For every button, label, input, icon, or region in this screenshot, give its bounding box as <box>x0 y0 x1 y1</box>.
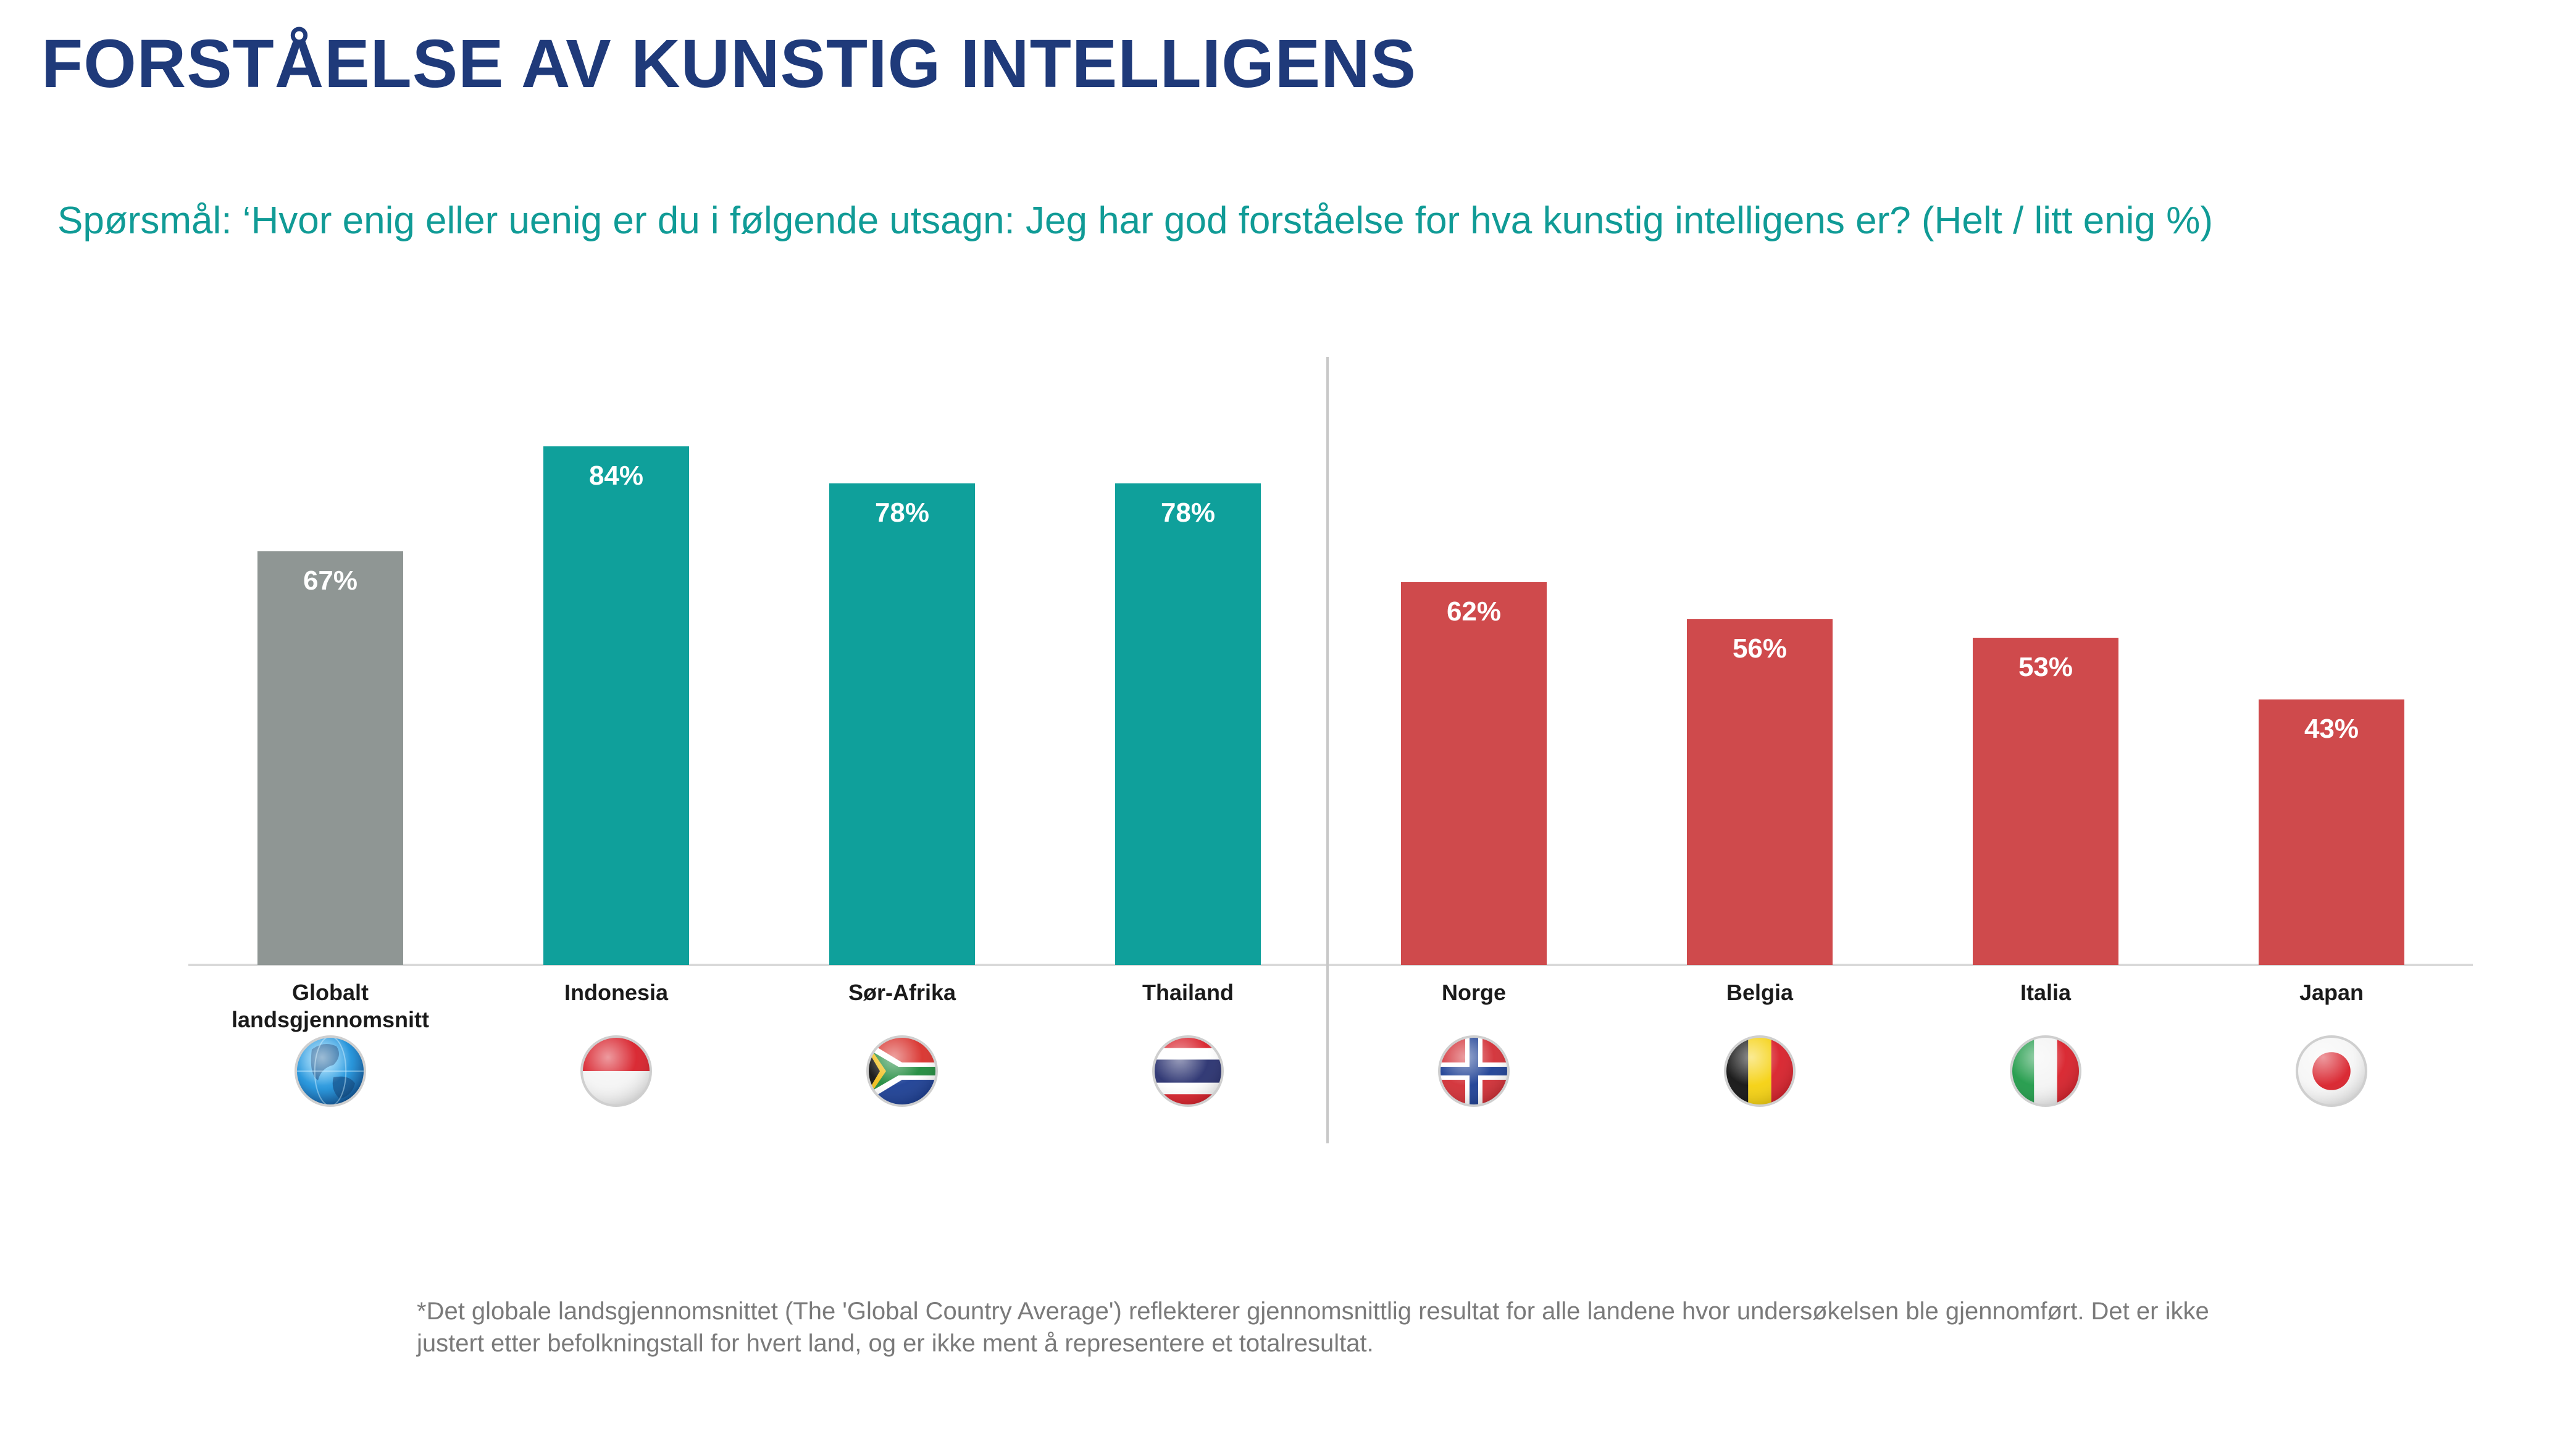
bar-norge <box>1401 582 1547 965</box>
category-label: Japan <box>2299 980 2364 1005</box>
category-label: Indonesia <box>564 980 669 1005</box>
bar-value-label: 56% <box>1733 633 1787 664</box>
category-label: Norge <box>1442 980 1506 1005</box>
thailand-flag-icon <box>1152 1035 1224 1107</box>
bar-japan <box>2259 699 2404 965</box>
bar-italia <box>1973 638 2118 965</box>
bar-thailand <box>1115 483 1261 965</box>
norway-flag-icon <box>1438 1035 1510 1107</box>
bar-value-label: 62% <box>1447 596 1501 627</box>
indonesia-flag-icon <box>580 1035 652 1107</box>
bar-sør-afrika <box>829 483 975 965</box>
footnote: *Det globale landsgjennomsnittet (The 'G… <box>417 1298 2209 1357</box>
globe-icon <box>295 1035 366 1107</box>
bar-value-label: 67% <box>303 565 358 596</box>
bar-value-label: 78% <box>1161 498 1215 528</box>
bar-globalt-landsgjennomsnitt <box>257 551 403 965</box>
category-label: Thailand <box>1142 980 1234 1005</box>
category-label: Sør-Afrika <box>848 980 956 1005</box>
bar-value-label: 84% <box>589 461 643 491</box>
japan-flag-icon <box>2296 1035 2367 1107</box>
page-title: FORSTÅELSE AV KUNSTIG INTELLIGENS <box>41 26 1416 102</box>
south-africa-flag-icon <box>866 1035 938 1107</box>
category-label: landsgjennomsnitt <box>232 1007 429 1032</box>
bar-belgia <box>1687 619 1833 965</box>
category-label: Globalt <box>292 980 369 1005</box>
bar-value-label: 43% <box>2304 714 2359 744</box>
italy-flag-icon <box>2010 1035 2081 1107</box>
bar-indonesia <box>543 446 689 965</box>
category-label: Italia <box>2020 980 2072 1005</box>
bar-value-label: 53% <box>2018 652 2073 682</box>
bar-value-label: 78% <box>875 498 929 528</box>
category-label: Belgia <box>1726 980 1794 1005</box>
belgium-flag-icon <box>1724 1035 1796 1107</box>
question-subtitle: Spørsmål: ‘Hvor enig eller uenig er du i… <box>57 199 2213 242</box>
